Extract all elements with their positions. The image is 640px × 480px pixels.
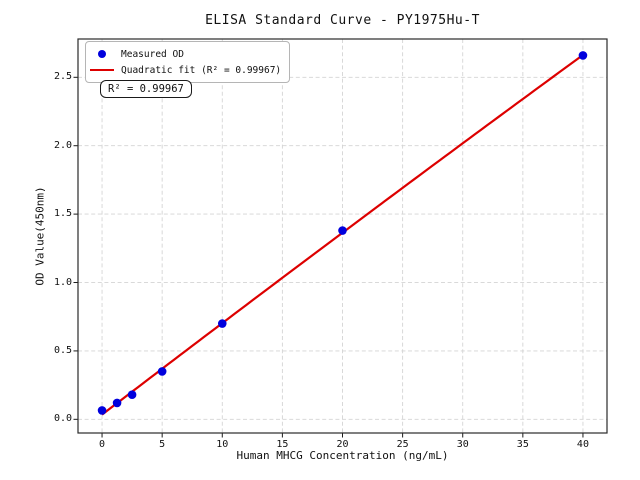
y-axis-label: OD Value(450nm) xyxy=(33,186,47,286)
legend: Measured OD Quadratic fit (R² = 0.99967) xyxy=(85,41,291,83)
y-tick-label: 2.5 xyxy=(53,71,72,83)
legend-item-measured-od: Measured OD xyxy=(89,46,281,62)
y-tick-label: 1.0 xyxy=(53,276,72,288)
data-point xyxy=(97,406,107,415)
x-tick-label: 15 xyxy=(276,439,289,450)
data-point xyxy=(127,390,137,399)
data-point xyxy=(217,319,227,328)
data-point xyxy=(157,367,167,376)
plot-border xyxy=(77,38,608,434)
line-marker-icon xyxy=(90,68,114,72)
x-axis-label: Human MHCG Concentration (ng/mL) xyxy=(236,449,449,462)
legend-label-measured-od: Measured OD xyxy=(121,48,184,60)
x-tick-label: 10 xyxy=(216,439,229,450)
legend-item-quadratic-fit: Quadratic fit (R² = 0.99967) xyxy=(89,62,281,78)
data-point xyxy=(338,226,347,235)
data-point xyxy=(112,398,122,408)
y-tick-label: 2.0 xyxy=(53,139,72,151)
data-point xyxy=(578,51,588,60)
y-tick-label: 0.0 xyxy=(53,413,72,425)
y-tick-label: 1.5 xyxy=(53,208,72,220)
x-tick-label: 5 xyxy=(159,439,166,450)
y-tick-label: 0.5 xyxy=(53,344,72,356)
scatter-marker-icon xyxy=(98,50,106,58)
x-tick-label: 25 xyxy=(396,439,409,450)
x-tick-label: 20 xyxy=(336,439,349,450)
legend-marker-cell xyxy=(89,50,115,58)
chart-title: ELISA Standard Curve - PY1975Hu-T xyxy=(205,13,480,28)
legend-label-quadratic-fit: Quadratic fit (R² = 0.99967) xyxy=(121,64,282,76)
r-squared-annotation: R² = 0.99967 xyxy=(100,80,192,98)
x-tick-label: 40 xyxy=(576,439,589,450)
x-tick-label: 35 xyxy=(516,439,529,450)
x-tick-label: 0 xyxy=(99,439,106,450)
x-tick-label: 30 xyxy=(456,439,469,450)
legend-marker-cell xyxy=(89,68,115,72)
